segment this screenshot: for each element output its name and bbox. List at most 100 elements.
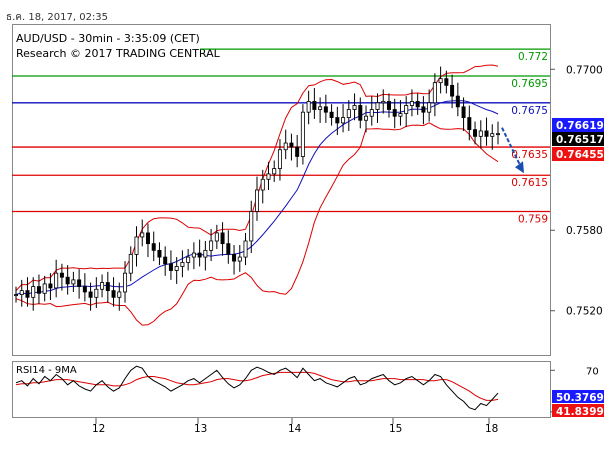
candle-body — [100, 282, 105, 290]
candle-body — [249, 211, 254, 242]
candle-body — [386, 101, 391, 110]
candle-body — [341, 117, 346, 124]
candle-body — [427, 102, 432, 113]
candle-body — [323, 106, 328, 113]
candle-body — [484, 130, 489, 137]
candle-body — [266, 173, 271, 180]
candle-body — [329, 111, 334, 118]
candle-body — [180, 262, 185, 267]
candle-body — [283, 142, 288, 151]
candle-body — [346, 109, 351, 118]
candle-body — [375, 102, 380, 110]
rsi-label-text: 41.8399 — [556, 406, 604, 418]
candle-body — [186, 256, 191, 263]
candle-body — [450, 84, 455, 97]
candle-body — [168, 263, 173, 271]
candle-body — [237, 256, 242, 262]
candle-body — [94, 288, 99, 298]
rsi-panel-frame — [12, 361, 551, 418]
candle-body — [65, 276, 70, 285]
candle-body — [88, 291, 93, 298]
candle-body — [415, 101, 420, 108]
price-label-text: 0.76517 — [556, 134, 604, 146]
level-label: 0.7635 — [511, 149, 548, 161]
price-label-box — [552, 132, 604, 146]
candle-body — [409, 101, 414, 106]
price-label-text: 0.76619 — [556, 120, 604, 132]
candle-body — [36, 286, 41, 294]
candle-body — [358, 105, 363, 121]
rsi-title: RSI14 - 9MA — [16, 365, 77, 376]
header-timestamp: ธ.ค. 18, 2017, 02:35 — [6, 12, 108, 23]
y-tick-label: 0.7520 — [566, 306, 603, 318]
candle-body — [82, 286, 87, 293]
rsi-label-box — [552, 404, 604, 417]
candle-body — [254, 189, 259, 212]
candle-body — [421, 106, 426, 113]
candle-body — [77, 279, 82, 287]
candle-body — [392, 109, 397, 117]
candle-body — [243, 240, 248, 258]
candle-body — [473, 129, 478, 137]
candle-body — [59, 272, 64, 278]
candle-body — [432, 82, 437, 104]
candle-body — [312, 101, 317, 110]
candle-body — [128, 253, 133, 274]
level-label: 0.772 — [518, 51, 548, 63]
candle-body — [145, 232, 150, 245]
price-label-text: 0.76455 — [556, 149, 604, 161]
candle-body — [289, 142, 294, 148]
x-tick-label: 18 — [485, 423, 498, 435]
rsi-label-box — [552, 390, 604, 403]
candle-body — [197, 252, 202, 258]
chart-title: AUD/USD - 30min - 3:35:09 (CET) — [16, 32, 200, 45]
candle-body — [398, 113, 403, 117]
candle-body — [306, 101, 311, 113]
candle-body — [295, 146, 300, 157]
candle-body — [111, 290, 116, 298]
candle-body — [220, 232, 225, 245]
level-label: 0.7615 — [511, 177, 548, 189]
candle-body — [13, 294, 18, 297]
candle-body — [404, 105, 409, 114]
candle-body — [260, 178, 265, 191]
candle-body — [123, 272, 128, 293]
candle-body — [214, 232, 219, 242]
candle-body — [174, 266, 179, 271]
candle-body — [318, 106, 323, 110]
candle-body — [300, 111, 305, 157]
level-label: 0.7695 — [511, 78, 548, 90]
candle-body — [105, 282, 110, 292]
candle-body — [495, 133, 500, 136]
forecast-arrow-line — [501, 127, 522, 168]
candle-body — [438, 78, 443, 84]
x-tick-label: 13 — [194, 423, 207, 435]
rsi-label-text: 50.3769 — [556, 392, 604, 404]
candle-body — [232, 253, 237, 262]
rsi-tick-label: 70 — [586, 366, 599, 377]
chart-subtitle: Research © 2017 TRADING CENTRAL — [16, 47, 221, 60]
candle-body — [134, 236, 139, 255]
candle-body — [117, 291, 122, 298]
candle-body — [31, 286, 36, 298]
x-tick-label: 12 — [92, 423, 105, 435]
y-tick-label: 0.7700 — [566, 64, 603, 76]
candle-body — [226, 243, 231, 255]
candle-body — [461, 106, 466, 118]
candle-body — [335, 117, 340, 124]
candle-body — [381, 101, 386, 104]
candle-body — [444, 78, 449, 86]
candle-body — [369, 109, 374, 117]
candle-body — [277, 149, 282, 169]
candle-body — [364, 115, 369, 121]
candle-body — [455, 95, 460, 108]
price-label-box — [552, 118, 604, 132]
candle-body — [191, 252, 196, 258]
candle-body — [272, 168, 277, 175]
x-tick-label: 15 — [389, 423, 402, 435]
level-label: 0.7675 — [511, 105, 548, 117]
candle-body — [478, 130, 483, 137]
candle-body — [352, 105, 357, 110]
y-tick-label: 0.7580 — [566, 225, 603, 237]
